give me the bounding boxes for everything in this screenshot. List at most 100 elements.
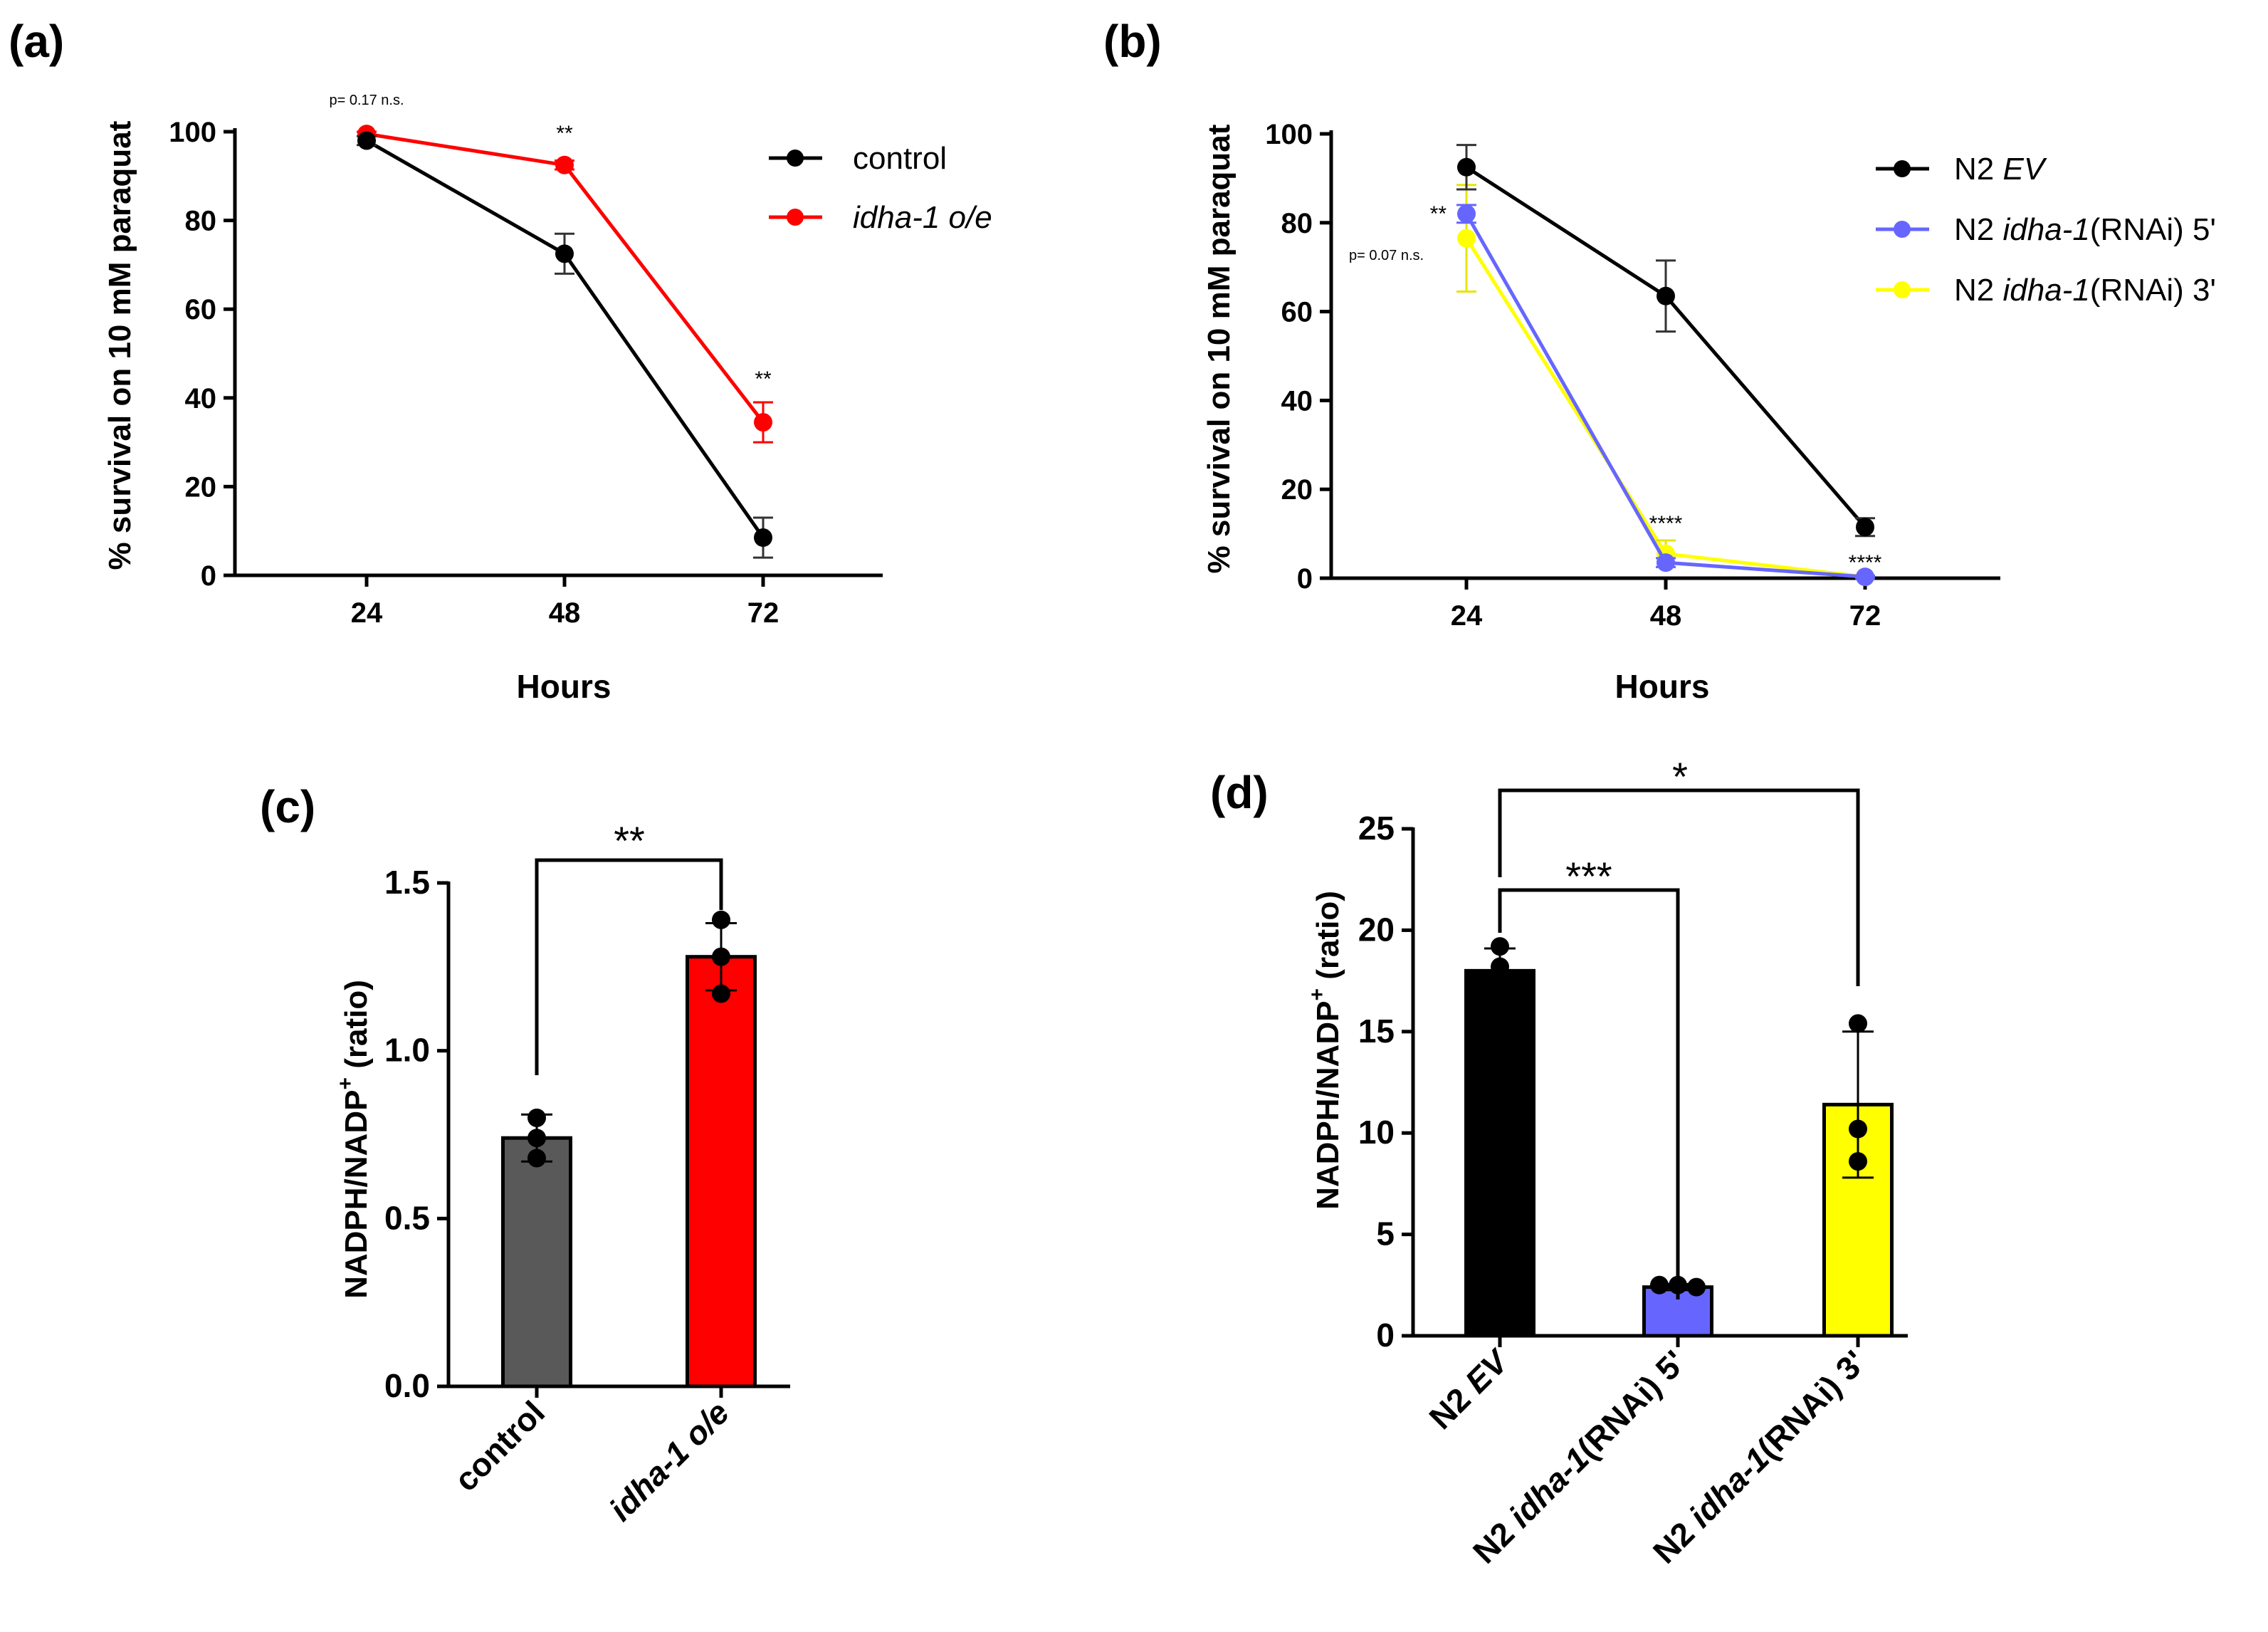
panel-d-significance-label: *** bbox=[1565, 854, 1612, 899]
panel-b-y-tick-label: 60 bbox=[1281, 297, 1313, 328]
panel-a-series-0-point bbox=[754, 528, 772, 548]
panel-a-series-1-point bbox=[555, 155, 574, 174]
legend-text-suffix: (RNAi) 5' bbox=[2090, 212, 2216, 247]
panel-d-y-axis-label-sup: + bbox=[1306, 988, 1329, 1001]
panel-d-bar-2-data-point bbox=[1849, 1014, 1867, 1033]
legend-text-italic: idha-1 o/e bbox=[853, 200, 992, 235]
panel-a-legend-marker bbox=[787, 150, 804, 167]
panel-b-x-axis-label: Hours bbox=[1615, 668, 1710, 705]
panel-a-y-tick-label: 0 bbox=[201, 560, 216, 592]
category-text: control bbox=[447, 1393, 552, 1498]
panel-b-series-0-point bbox=[1856, 518, 1874, 537]
panel-c: (c) NADPH/NADP+ (ratio) 0.0 0.5 1.0 1.5 cont… bbox=[260, 781, 790, 1528]
panel-a-y-axis-label: % survival on 10 mM paraquat bbox=[103, 120, 137, 570]
panel-c-y-tick-label: 0.5 bbox=[384, 1199, 430, 1236]
panel-a: (a) % survival on 10 mM paraquat Hours 0… bbox=[9, 16, 992, 705]
legend-text-suffix: (RNAi) 3' bbox=[2090, 273, 2216, 308]
panel-c-bar-1 bbox=[686, 955, 757, 1388]
panel-a-x-tick-label: 72 bbox=[747, 597, 779, 629]
panel-b-series-1-point bbox=[1856, 567, 1874, 587]
panel-b-series-0-line bbox=[1465, 165, 1867, 528]
panel-c-bar-0 bbox=[501, 1136, 572, 1388]
panel-d-significance-bracket bbox=[1498, 788, 1860, 986]
panel-b-y-tick-label: 0 bbox=[1297, 563, 1313, 595]
panel-d-bar-0 bbox=[1464, 968, 1535, 1338]
legend-text: N2 bbox=[1954, 273, 2002, 308]
panel-b-x-tick-label: 24 bbox=[1451, 600, 1483, 632]
panel-b-series-0-point bbox=[1457, 157, 1476, 177]
panel-b-legend-marker bbox=[1894, 160, 1911, 177]
panel-a-label: (a) bbox=[9, 16, 64, 67]
legend-text-italic: idha-1 bbox=[2002, 273, 2089, 308]
panel-a-y-tick-label: 100 bbox=[169, 117, 216, 148]
panel-c-bar-1-data-point bbox=[712, 910, 730, 929]
legend-text-italic: idha-1 bbox=[2002, 212, 2089, 247]
panel-a-series-0-point bbox=[555, 244, 574, 263]
category-text-suffix: (RNAi) 5' bbox=[1570, 1343, 1693, 1466]
panel-c-x-tick-label: control bbox=[447, 1393, 552, 1498]
panel-b: (b) % survival on 10 mM paraquat Hours 0… bbox=[1103, 16, 2216, 705]
panel-b-y-tick-label: 20 bbox=[1281, 474, 1313, 506]
panel-b-label: (b) bbox=[1103, 16, 1162, 67]
panel-b-annotation: p= 0.07 n.s. bbox=[1349, 248, 1424, 263]
panel-c-y-axis-label-sup: + bbox=[334, 1077, 357, 1090]
panel-c-y-axis-label-suffix: (ratio) bbox=[339, 980, 374, 1077]
panel-a-y-tick-label: 40 bbox=[185, 383, 217, 414]
panel-b-y-tick-label: 80 bbox=[1281, 208, 1313, 239]
panel-a-y-tick-label: 20 bbox=[185, 471, 217, 503]
panel-a-x-tick-label: 24 bbox=[351, 597, 383, 629]
panel-d-bar-2-data-point bbox=[1849, 1119, 1867, 1139]
panel-d-significance-label: * bbox=[1672, 754, 1688, 799]
panel-c-bar-0-data-point bbox=[527, 1108, 546, 1127]
panel-a-x-axis-label: Hours bbox=[517, 668, 611, 705]
panel-b-y-tick-label: 40 bbox=[1281, 385, 1313, 417]
panel-a-series-0-point bbox=[357, 131, 376, 150]
category-text-italic: idha-1 o/e bbox=[602, 1393, 736, 1528]
panel-d: (d) NADPH/NADP+ (ratio) 0 5 10 15 20 25 N2 EV N… bbox=[1210, 754, 1908, 1571]
panel-c-bar-1-data-point bbox=[712, 947, 730, 966]
panel-d-label: (d) bbox=[1210, 767, 1269, 818]
panel-d-y-tick-label: 5 bbox=[1376, 1215, 1395, 1252]
panel-c-y-tick-label: 0.0 bbox=[384, 1367, 430, 1404]
panel-d-bar-0-data-point bbox=[1491, 937, 1509, 956]
panel-b-annotation: ** bbox=[1430, 202, 1447, 226]
panel-d-y-tick-label: 10 bbox=[1358, 1114, 1395, 1151]
panel-a-annotation: p= 0.17 n.s. bbox=[329, 93, 404, 108]
panel-b-series-1-point bbox=[1457, 204, 1476, 224]
panel-b-legend-label: N2 idha-1(RNAi) 3' bbox=[1954, 273, 2216, 308]
panel-c-significance-label: ** bbox=[614, 818, 645, 863]
panel-d-y-axis-label-suffix: (ratio) bbox=[1311, 891, 1345, 988]
category-text-italic: idha-1 bbox=[1501, 1440, 1596, 1534]
panel-a-y-tick-label: 60 bbox=[185, 294, 217, 325]
panel-c-bar-0-data-point bbox=[527, 1149, 546, 1168]
panel-a-annotation: ** bbox=[755, 367, 772, 391]
panel-b-series-1-point bbox=[1657, 553, 1675, 572]
panel-a-y-tick-label: 80 bbox=[185, 206, 217, 237]
panel-d-bar-0-data-point bbox=[1491, 967, 1509, 986]
panel-b-series-0-point bbox=[1657, 286, 1675, 305]
panel-c-x-tick-label: idha-1 o/e bbox=[602, 1393, 736, 1528]
panel-a-x-tick-label: 48 bbox=[549, 597, 581, 629]
panel-b-series-2-point bbox=[1457, 229, 1476, 248]
category-text-suffix: (RNAi) 3' bbox=[1750, 1343, 1873, 1466]
panel-c-y-axis-label: NADPH/NADP+ (ratio) bbox=[334, 980, 374, 1299]
panel-b-annotation: **** bbox=[1849, 551, 1882, 575]
panel-d-bar-1-data-point bbox=[1650, 1275, 1669, 1294]
panel-d-y-axis-label-main: NADPH/NADP bbox=[1311, 1001, 1345, 1210]
legend-text: control bbox=[853, 141, 947, 176]
panel-b-legend-marker bbox=[1894, 281, 1911, 298]
panel-d-y-tick-label: 25 bbox=[1358, 810, 1395, 847]
panel-d-y-tick-label: 20 bbox=[1358, 911, 1395, 948]
panel-d-y-axis-label: NADPH/NADP+ (ratio) bbox=[1306, 891, 1345, 1210]
panel-b-x-tick-label: 72 bbox=[1849, 600, 1881, 632]
legend-text-italic: EV bbox=[2002, 152, 2047, 187]
panel-a-series-0-line bbox=[365, 139, 765, 539]
legend-text: N2 bbox=[1954, 152, 2002, 187]
panel-c-y-tick-label: 1.5 bbox=[384, 864, 430, 901]
panel-c-significance-bracket bbox=[535, 858, 723, 1075]
panel-d-y-tick-label: 15 bbox=[1358, 1013, 1395, 1050]
panel-a-legend-marker bbox=[787, 209, 804, 226]
panel-d-bar-2-data-point bbox=[1849, 1152, 1867, 1171]
panel-b-y-tick-label: 100 bbox=[1265, 119, 1313, 150]
